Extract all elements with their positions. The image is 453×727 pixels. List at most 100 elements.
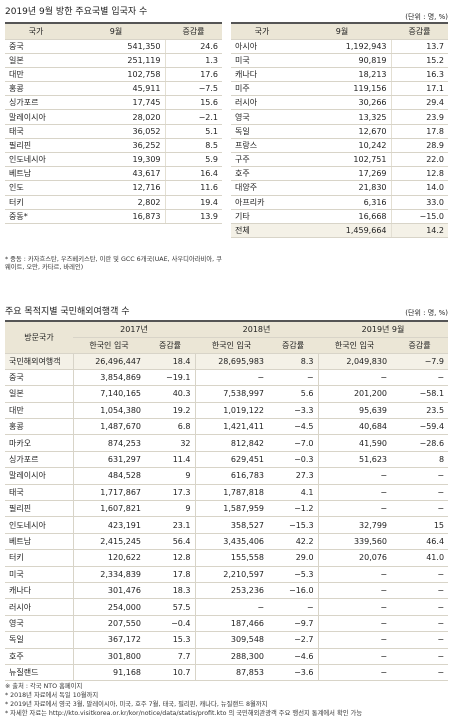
row: 마카오 874,253 32 812,842 −7.0 41,590 −28.6 [5,434,449,452]
footnote: ※ 출처 : 각국 NTO 홈페이지 [5,683,83,690]
cell: 27.3 [268,467,319,485]
cell: 러시아 [231,95,293,111]
header-cell: 한국인 입국 [73,337,145,354]
header-cell: 2018년 [195,321,319,338]
cell: − [318,664,392,682]
row: 일본 251,119 1.3 [5,53,222,68]
cell: 95,639 [318,402,392,420]
cell: − [391,648,449,665]
cell: 일본 [5,53,67,68]
cell: −28.6 [391,434,449,452]
row: 홍콩 45,911 −7.5 [5,81,222,97]
cell: 미국 [231,53,293,68]
row: 싱가포르 631,297 11.4 629,451 −0.3 51,623 8 [5,451,449,469]
cell: 631,297 [73,451,145,469]
cell: 12,716 [67,180,166,196]
row: 중동* 16,873 13.9 [5,209,222,224]
cell: −19.1 [145,369,196,387]
cell: 8.3 [268,353,319,370]
cell: 207,550 [73,615,145,633]
cell: 미주 [231,81,293,97]
cell: 필리핀 [5,500,74,518]
row: 미국 2,334,839 17.8 2,210,597 −5.3− − [5,566,449,583]
cell: −5.3 [268,566,319,583]
cell: 9 [145,500,196,518]
cell: 187,466 [195,615,269,633]
cell: 24.6 [165,39,222,54]
cell: −2.7 [268,631,319,649]
cell: 8 [391,451,449,469]
header-cell: 증감률 [391,337,449,354]
cell: 42.2 [268,533,319,551]
cell: 1,459,664 [293,223,392,239]
cell: 102,758 [67,67,166,83]
cell: 영국 [5,615,74,633]
header-cell: 방문국가 [5,321,73,354]
cell: 아시아 [231,39,293,54]
cell: 29.0 [268,549,319,567]
header-cell: 9월 [67,23,165,40]
cell: −4.5 [268,418,319,436]
cell: 11.6 [165,180,222,196]
cell: 필리핀 [5,138,67,154]
row: 홍콩 1,487,670 6.8 1,421,411 −4.5 40,684 −59.4 [5,418,449,436]
cell: 40,684 [318,418,392,436]
cell: − [318,566,392,583]
cell: 터키 [5,549,74,567]
row: 대양주 21,830 14.0 [231,180,448,196]
row: 호주 301,800 7.7 288,300 −4.6− − [5,648,449,665]
cell: − [318,484,392,502]
cell: −59.4 [391,418,449,436]
cell: 6.8 [145,418,196,436]
cell: 1,607,821 [73,500,145,518]
cell: 28,695,983 [195,353,269,370]
cell: −16.0 [268,582,319,600]
cell: −7.9 [391,353,449,370]
cell: 5.9 [165,152,222,168]
row: 국민해외여행객 26,496,447 18.4 28,695,983 8.3 2,049,… [5,353,449,370]
cell: 1,019,122 [195,402,269,420]
footnote: * 중동 : 카자흐스탄, 우즈베키스탄, 이란 및 GCC 6개국(UAE, … [5,256,222,271]
cell: 태국 [5,124,67,139]
cell: − [318,500,392,518]
cell: 말레이시아 [5,109,67,125]
cell: 367,172 [73,631,145,649]
row: 베트남 2,415,245 56.4 3,435,406 42.2 339,560 46.4 [5,533,449,551]
row: 영국 13,325 23.9 [231,109,448,125]
cell: 마카오 [5,434,74,452]
header-cell: 2019년 9월 [318,321,449,338]
cell: 288,300 [195,648,269,665]
cell: 19.4 [165,195,222,210]
cell: 기타 [231,209,293,224]
cell: 15.2 [391,53,448,68]
cell: 12,670 [293,124,392,139]
cell: 러시아 [5,598,74,616]
cell: − [391,615,449,633]
cell: 23.9 [391,109,448,125]
cell: 21,830 [293,180,392,196]
cell: 17,745 [67,95,166,111]
table: 국가 9월 증감률 아시아 1,192,943 13.7 미국 90,819 15.2 캐나다 18… [231,22,448,239]
header-row: 방문국가 2017년 2018년 2019년 9월 [5,321,449,354]
cell: 대만 [5,67,67,83]
cell: 일본 [5,385,74,403]
row: 구주 102,751 22.0 [231,152,448,168]
cell: 22.0 [391,152,448,168]
cell: −15.0 [391,209,448,224]
cell: 254,000 [73,598,145,616]
cell: 616,783 [195,467,269,485]
cell: 43,617 [67,166,166,182]
cell: 309,548 [195,631,269,649]
cell: 12.8 [145,549,196,567]
section-title: 주요 목적지별 국민해외여행객 수 [5,307,130,317]
cell: 56.4 [145,533,196,551]
cell: 9 [145,467,196,485]
cell: −3.3 [268,402,319,420]
cell: 10.7 [145,664,196,682]
cell: 541,350 [67,39,166,54]
cell: 2,415,245 [73,533,145,551]
cell: 20,076 [318,549,392,567]
row: 영국 207,550 −0.4 187,466 −9.7− − [5,615,449,633]
cell: − [391,467,449,485]
cell: 중동* [5,209,67,224]
